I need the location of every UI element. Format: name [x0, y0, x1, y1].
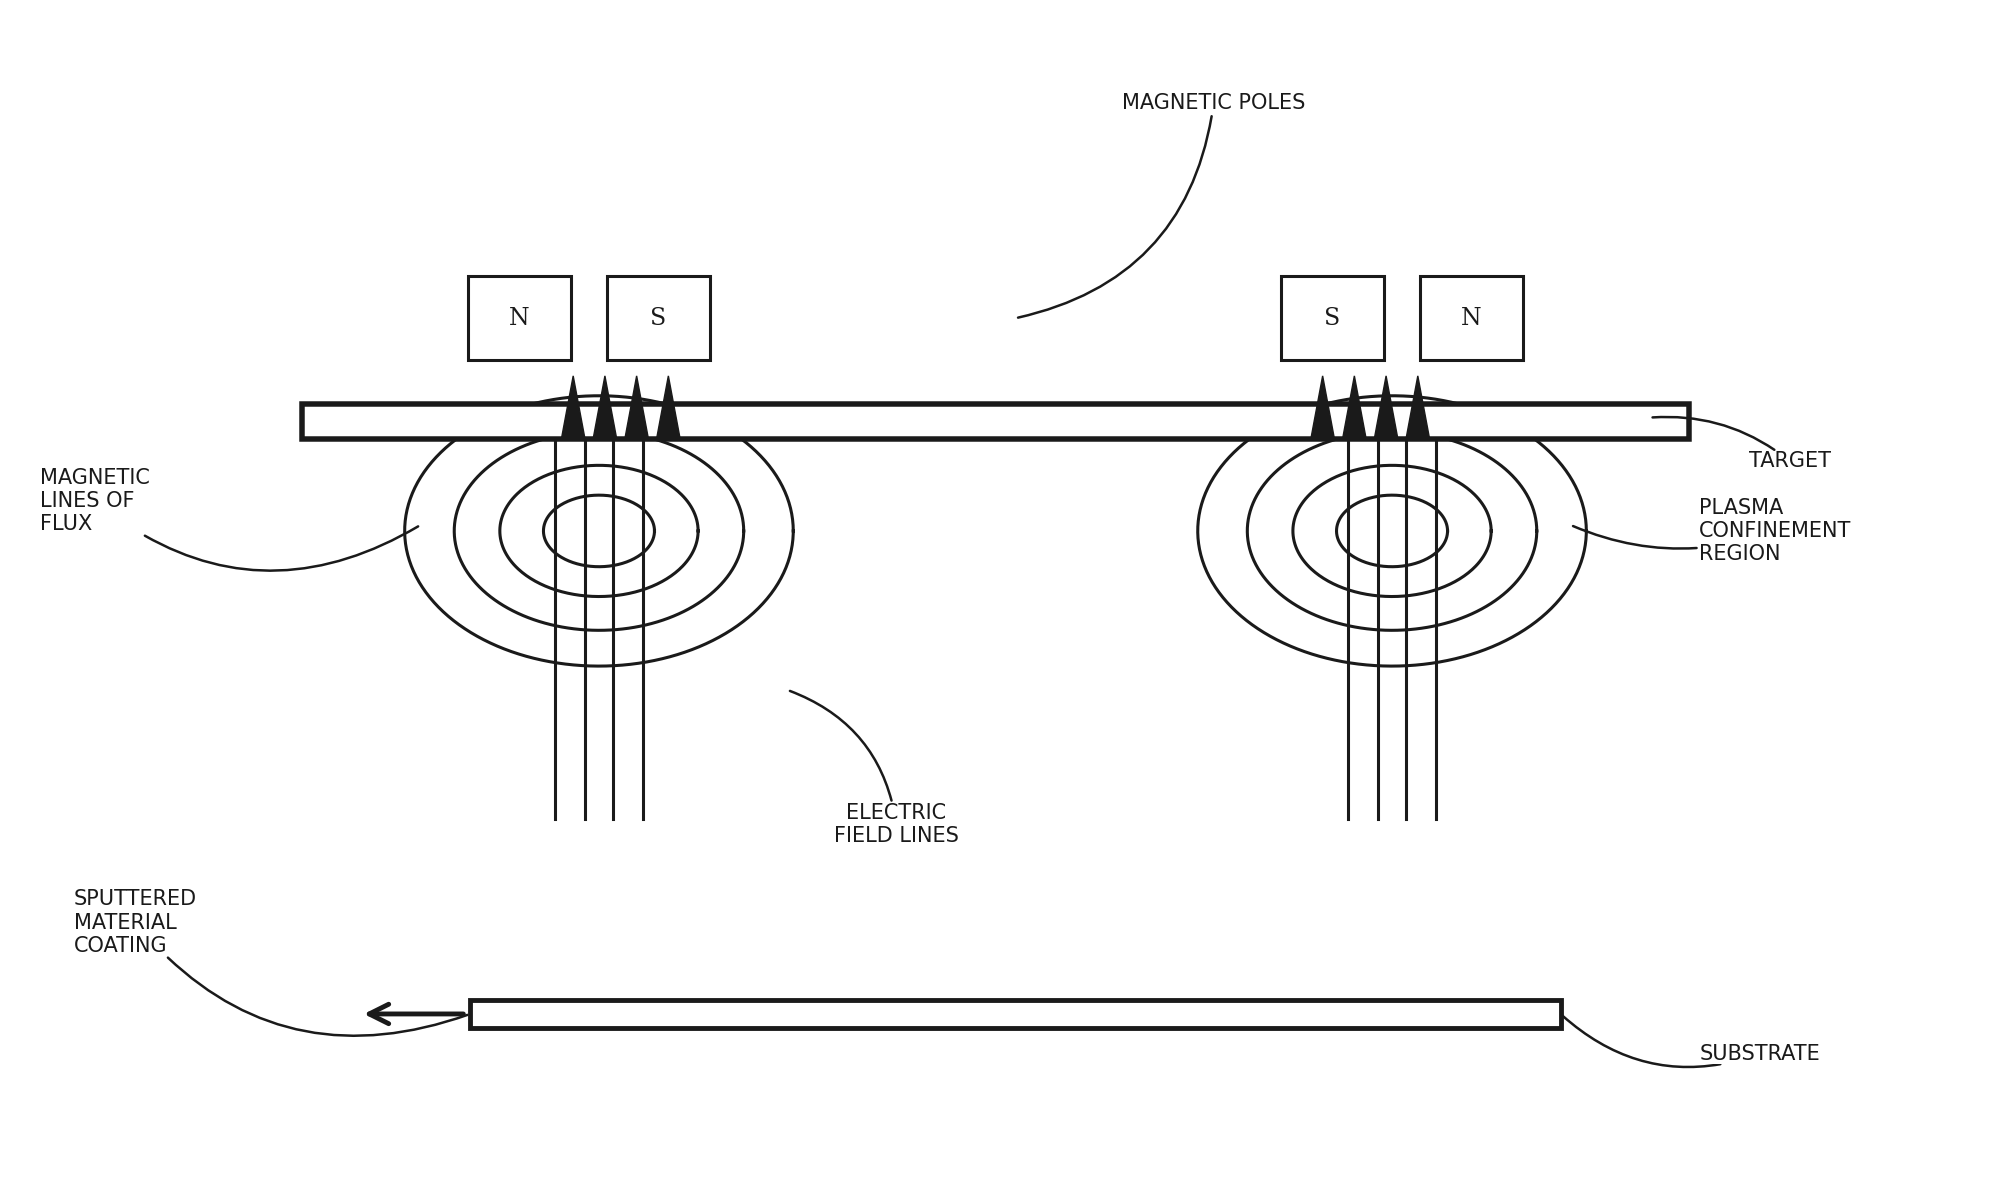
Text: S: S [651, 306, 667, 330]
Polygon shape [625, 376, 649, 440]
Bar [470, 1000, 1561, 1028]
Polygon shape [561, 376, 585, 440]
Polygon shape [657, 376, 681, 440]
Text: N: N [1461, 306, 1481, 330]
Text: MAGNETIC POLES: MAGNETIC POLES [1017, 94, 1306, 317]
Polygon shape [593, 376, 617, 440]
Text: ELECTRIC
FIELD LINES: ELECTRIC FIELD LINES [790, 691, 960, 847]
Bar [607, 276, 711, 360]
Text: N: N [510, 306, 530, 330]
Bar [468, 276, 571, 360]
Polygon shape [1342, 376, 1366, 440]
Text: MAGNETIC
LINES OF
FLUX: MAGNETIC LINES OF FLUX [40, 468, 418, 570]
Text: SUBSTRATE: SUBSTRATE [1563, 1016, 1820, 1066]
Text: PLASMA
CONFINEMENT
REGION: PLASMA CONFINEMENT REGION [1573, 497, 1852, 564]
Polygon shape [1310, 376, 1334, 440]
Bar [1280, 276, 1384, 360]
Text: SPUTTERED
MATERIAL
COATING: SPUTTERED MATERIAL COATING [74, 889, 468, 1035]
Polygon shape [1406, 376, 1430, 440]
Polygon shape [1374, 376, 1398, 440]
FancyBboxPatch shape [301, 404, 1690, 440]
Text: S: S [1324, 306, 1340, 330]
Text: TARGET: TARGET [1653, 417, 1832, 471]
Bar [1420, 276, 1523, 360]
